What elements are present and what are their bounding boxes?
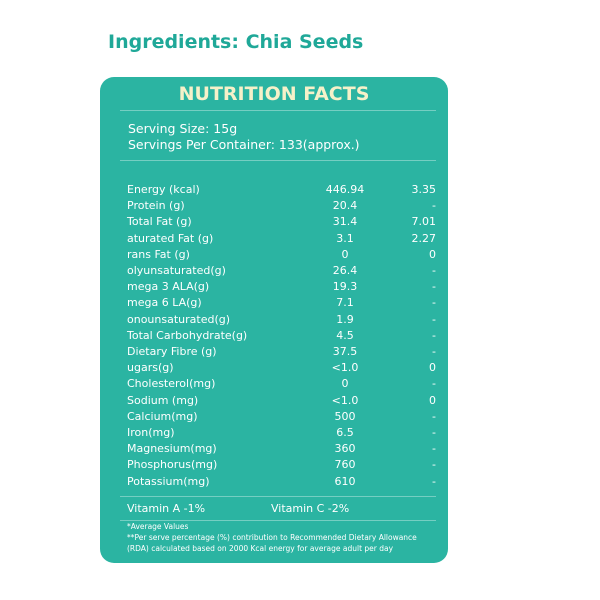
nutrient-name: Magnesium(mg): [127, 442, 217, 456]
nutrient-name: aturated Fat (g): [127, 231, 214, 245]
per-serve-value: -: [432, 442, 436, 456]
per-serve-value: -: [432, 296, 436, 310]
per-100g-value: 7.1: [336, 296, 354, 310]
per-serve-value: -: [432, 199, 436, 213]
divider: [120, 110, 436, 111]
footnote: *Average Values: [127, 522, 189, 531]
serving-line: Serving Size: 15g: [128, 121, 238, 136]
per-serve-value: -: [432, 458, 436, 472]
per-100g-value: 31.4: [332, 215, 358, 229]
nutrient-name: Total Fat (g): [127, 215, 192, 229]
nutrient-name: mega 6 LA(g): [127, 296, 202, 310]
nutrient-name: Energy (kcal): [127, 183, 200, 196]
per-100g-value: 19.3: [332, 280, 358, 294]
per-serve-value: -: [432, 345, 436, 358]
per-serve-value: -: [432, 328, 436, 342]
per-serve-value: -: [432, 377, 436, 391]
nutrient-name: onounsaturated(g): [127, 312, 231, 326]
footnote: (RDA) calculated based on 2000 Kcal ener…: [127, 544, 394, 553]
per-serve-value: 7.01: [411, 215, 437, 229]
nutrient-name: Dietary Fibre (g): [127, 345, 217, 358]
per-serve-value: 2.27: [411, 231, 437, 245]
per-serve-value: 0: [429, 393, 436, 407]
serving-line: Servings Per Container: 133(approx.): [128, 137, 360, 152]
divider: [120, 496, 436, 497]
nutrient-name: Sodium (mg): [127, 393, 199, 407]
per-100g-value: 0: [341, 377, 349, 391]
divider: [120, 160, 436, 161]
per-100g-value: 360: [334, 442, 356, 456]
per-100g-value: 26.4: [332, 264, 358, 277]
per-serve-value: -: [432, 280, 436, 294]
per-100g-value: <1.0: [331, 361, 359, 375]
per-serve-value: 0: [429, 361, 436, 375]
nutrition-panel: NUTRITION FACTS Serving Size: 15g Serving…: [100, 77, 448, 563]
per-serve-value: 3.35: [411, 183, 437, 196]
per-100g-value: 6.5: [336, 426, 354, 439]
per-100g-value: 37.5: [332, 345, 358, 358]
divider: [120, 520, 436, 521]
panel-title: NUTRITION FACTS: [178, 83, 370, 105]
per-serve-value: -: [432, 312, 436, 326]
nutrient-name: Cholesterol(mg): [127, 377, 216, 391]
nutrient-name: Iron(mg): [127, 426, 175, 439]
per-100g-value: 20.4: [332, 199, 358, 213]
per-100g-value: 1.9: [336, 312, 354, 326]
nutrient-name: Phosphorus(mg): [127, 458, 218, 472]
nutrient-name: ugars(g): [127, 361, 174, 375]
vitamin: Vitamin C -2%: [271, 502, 350, 515]
per-100g-value: 0: [341, 247, 349, 261]
nutrient-name: olyunsaturated(g): [127, 264, 226, 277]
per-serve-value: -: [432, 409, 436, 423]
nutrient-name: Potassium(mg): [127, 474, 210, 488]
per-serve-value: 0: [429, 247, 436, 261]
page-title: Ingredients: Chia Seeds: [108, 31, 364, 53]
per-100g-value: 760: [334, 458, 356, 472]
nutrient-name: mega 3 ALA(g): [127, 280, 210, 294]
nutrient-name: Calcium(mg): [127, 409, 198, 423]
per-100g-value: 500: [334, 409, 356, 423]
per-100g-value: <1.0: [331, 393, 359, 407]
per-serve-value: -: [432, 264, 436, 277]
per-100g-value: 3.1: [336, 231, 354, 245]
per-100g-value: 446.94: [325, 183, 365, 196]
nutrient-name: Total Carbohydrate(g): [127, 328, 248, 342]
per-100g-value: 610: [334, 474, 356, 488]
vitamin: Vitamin A -1%: [127, 502, 206, 515]
footnote: **Per serve percentage (%) contribution …: [127, 533, 417, 542]
per-serve-value: -: [432, 426, 436, 439]
nutrient-name: Protein (g): [127, 199, 185, 213]
per-100g-value: 4.5: [336, 328, 354, 342]
nutrient-name: rans Fat (g): [127, 247, 190, 261]
per-serve-value: -: [432, 474, 436, 488]
